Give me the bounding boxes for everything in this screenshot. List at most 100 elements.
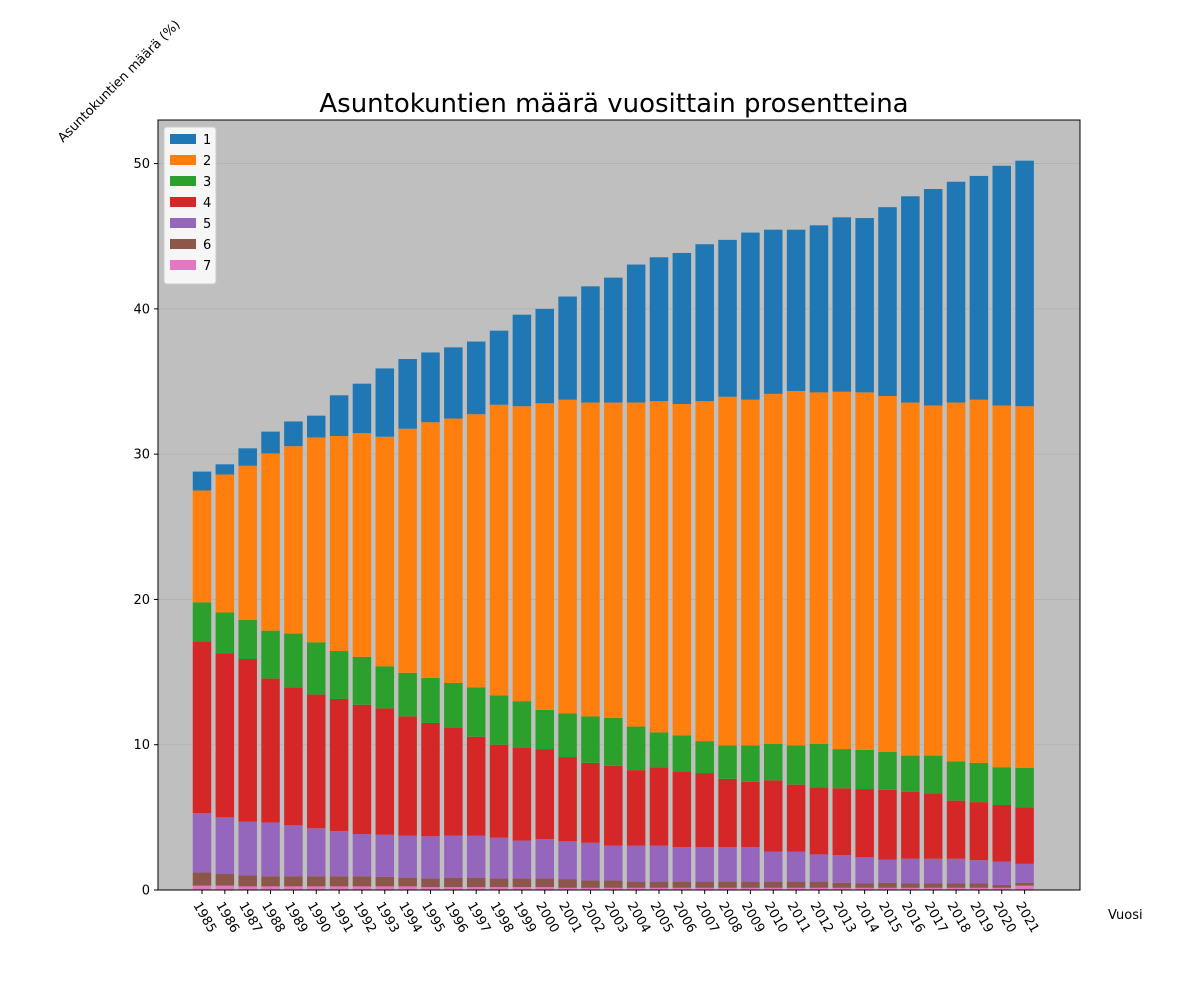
bar-segment-2-1996 [444, 418, 463, 683]
bar-segment-7-1994 [398, 886, 417, 890]
bar-segment-6-2005 [649, 882, 669, 888]
bar-segment-3-1997 [466, 687, 486, 737]
bar-segment-4-2008 [718, 778, 737, 848]
bar-segment-5-1987 [238, 821, 257, 876]
bar-segment-5-2012 [809, 854, 829, 883]
bar-segment-4-2001 [558, 757, 577, 842]
bar-segment-6-2012 [809, 882, 829, 888]
bar-segment-4-2015 [878, 789, 897, 860]
bar-segment-6-2001 [558, 879, 577, 888]
bar-segment-7-2018 [946, 887, 966, 890]
bar-segment-7-2016 [901, 887, 920, 890]
bar-segment-4-2007 [695, 773, 714, 848]
bar-segment-6-2009 [741, 882, 760, 888]
legend-label-7: 7 [203, 259, 211, 274]
bar-segment-5-1993 [375, 834, 395, 877]
bar-segment-2-1995 [421, 422, 440, 678]
legend-swatch-3 [170, 176, 196, 186]
bar-segment-6-1998 [489, 878, 509, 888]
bar-segment-3-1985 [192, 602, 212, 642]
legend-swatch-5 [170, 218, 196, 228]
bar-segment-3-1998 [489, 695, 509, 745]
y-tick-label: 10 [133, 738, 150, 753]
y-tick-label: 30 [133, 448, 150, 463]
bar-segment-3-2014 [855, 749, 874, 790]
bar-segment-6-1986 [215, 874, 235, 886]
bar-segment-6-2007 [695, 882, 714, 888]
bar-segment-3-2012 [809, 743, 829, 788]
bar-segment-5-1999 [512, 840, 532, 879]
bar-segment-1-1997 [466, 341, 486, 415]
bar-segment-2-2012 [809, 392, 829, 744]
bar-segment-5-2008 [718, 847, 737, 883]
bar-segment-6-2011 [786, 882, 806, 888]
bar-segment-4-1993 [375, 708, 395, 835]
y-tick-label: 0 [142, 884, 150, 899]
bar-segment-7-2005 [649, 887, 669, 890]
bar-segment-1-2012 [809, 225, 829, 393]
bar-segment-4-1998 [489, 744, 509, 838]
bar-segment-4-1996 [444, 728, 463, 836]
bar-segment-3-1987 [238, 619, 257, 659]
bar-segment-5-2003 [604, 845, 623, 881]
bar-segment-2-1993 [375, 436, 395, 667]
bars [192, 160, 1034, 890]
bar-segment-2-1988 [261, 453, 280, 631]
bar-segment-1-2007 [695, 244, 714, 402]
bar-segment-5-2001 [558, 841, 577, 880]
bar-segment-4-2017 [923, 793, 943, 859]
bar-segment-7-2019 [969, 887, 989, 890]
bar-segment-2-1998 [489, 404, 509, 696]
bar-segment-3-2021 [1015, 767, 1034, 808]
bar-segment-3-1995 [421, 677, 440, 723]
bar-segment-4-1995 [421, 722, 440, 837]
bar-segment-6-2003 [604, 880, 623, 888]
plot-frame [157, 119, 1081, 891]
bar-segment-7-2021 [1015, 885, 1034, 890]
bar-segment-4-2002 [581, 762, 600, 843]
bar-segment-3-2019 [969, 762, 989, 803]
bar-segment-7-2002 [581, 887, 600, 890]
bar-segment-1-1990 [307, 415, 326, 438]
bar-segment-7-2008 [718, 887, 737, 890]
legend-swatch-7 [170, 260, 196, 270]
bar-segment-3-1999 [512, 701, 532, 748]
legend-swatch-6 [170, 239, 196, 249]
bar-segment-4-2010 [764, 780, 783, 852]
bar-segment-7-1987 [238, 886, 257, 890]
bar-segment-2-2014 [855, 392, 874, 750]
x-axis: 1985198619871988198919901991199219931994… [190, 890, 1042, 936]
legend-swatch-4 [170, 197, 196, 207]
bar-segment-1-1986 [215, 464, 235, 475]
bar-segment-4-2013 [832, 788, 852, 856]
bar-segment-4-1997 [466, 736, 486, 836]
bar-segment-1-2020 [992, 165, 1011, 406]
bar-segment-5-2019 [969, 860, 989, 884]
bar-segment-2-2001 [558, 399, 577, 714]
bar-segment-1-2016 [901, 196, 920, 403]
bar-segment-1-2015 [878, 207, 897, 397]
bar-segment-5-1995 [421, 836, 440, 879]
bar-segment-3-1993 [375, 666, 395, 709]
bar-segment-2-2010 [764, 393, 783, 744]
legend-label-6: 6 [203, 238, 211, 253]
x-axis-label: Vuosi [1108, 908, 1143, 923]
bar-segment-2-1990 [307, 437, 326, 643]
bar-segment-7-2010 [764, 887, 783, 890]
bar-segment-6-2016 [901, 883, 920, 888]
bar-segment-1-1988 [261, 431, 280, 454]
bar-segment-2-1994 [398, 428, 417, 673]
bar-segment-5-1991 [329, 831, 349, 877]
bar-segment-7-1998 [489, 887, 509, 890]
bar-segment-4-2006 [672, 771, 692, 848]
bar-segment-4-1987 [238, 659, 257, 822]
bar-segment-5-2020 [992, 861, 1011, 885]
bar-segment-4-2003 [604, 765, 623, 846]
bar-segment-1-2009 [741, 232, 760, 400]
bar-segment-7-2001 [558, 887, 577, 890]
bar-segment-1-1993 [375, 368, 395, 437]
bar-segment-5-2011 [786, 851, 806, 883]
bar-segment-1-2017 [923, 189, 943, 406]
bar-segment-2-2009 [741, 399, 760, 746]
y-axis: 0 10 20 30 40 50 [133, 157, 158, 899]
